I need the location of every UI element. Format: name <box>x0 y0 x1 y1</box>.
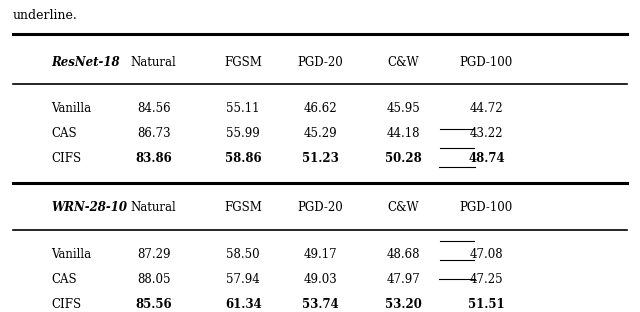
Text: 49.03: 49.03 <box>303 273 337 286</box>
Text: 58.86: 58.86 <box>225 152 262 165</box>
Text: 48.68: 48.68 <box>387 248 420 261</box>
Text: Vanilla: Vanilla <box>51 248 92 261</box>
Text: 57.94: 57.94 <box>227 273 260 286</box>
Text: ResNet-18: ResNet-18 <box>51 56 120 69</box>
Text: 84.56: 84.56 <box>137 102 170 115</box>
Text: PGD-20: PGD-20 <box>297 56 343 69</box>
Text: CAS: CAS <box>51 127 77 140</box>
Text: 55.99: 55.99 <box>227 127 260 140</box>
Text: 86.73: 86.73 <box>137 127 170 140</box>
Text: Natural: Natural <box>131 202 177 214</box>
Text: CIFS: CIFS <box>51 298 81 311</box>
Text: 61.34: 61.34 <box>225 298 262 311</box>
Text: 87.29: 87.29 <box>137 248 170 261</box>
Text: 47.97: 47.97 <box>387 273 420 286</box>
Text: CIFS: CIFS <box>51 152 81 165</box>
Text: 83.86: 83.86 <box>135 152 172 165</box>
Text: C&W: C&W <box>387 202 419 214</box>
Text: underline.: underline. <box>13 9 77 22</box>
Text: PGD-20: PGD-20 <box>297 202 343 214</box>
Text: 48.74: 48.74 <box>468 152 505 165</box>
Text: 88.05: 88.05 <box>137 273 170 286</box>
Text: 51.23: 51.23 <box>301 152 339 165</box>
Text: 50.28: 50.28 <box>385 152 422 165</box>
Text: Natural: Natural <box>131 56 177 69</box>
Text: 58.50: 58.50 <box>227 248 260 261</box>
Text: 45.29: 45.29 <box>303 127 337 140</box>
Text: C&W: C&W <box>387 56 419 69</box>
Text: 53.20: 53.20 <box>385 298 422 311</box>
Text: 51.51: 51.51 <box>468 298 505 311</box>
Text: PGD-100: PGD-100 <box>460 56 513 69</box>
Text: PGD-100: PGD-100 <box>460 202 513 214</box>
Text: 53.74: 53.74 <box>301 298 339 311</box>
Text: FGSM: FGSM <box>224 56 262 69</box>
Text: 47.25: 47.25 <box>470 273 503 286</box>
Text: FGSM: FGSM <box>224 202 262 214</box>
Text: 85.56: 85.56 <box>135 298 172 311</box>
Text: 45.95: 45.95 <box>387 102 420 115</box>
Text: WRN-28-10: WRN-28-10 <box>51 202 127 214</box>
Text: 46.62: 46.62 <box>303 102 337 115</box>
Text: 44.18: 44.18 <box>387 127 420 140</box>
Text: Vanilla: Vanilla <box>51 102 92 115</box>
Text: 55.11: 55.11 <box>227 102 260 115</box>
Text: CAS: CAS <box>51 273 77 286</box>
Text: 47.08: 47.08 <box>470 248 503 261</box>
Text: 44.72: 44.72 <box>470 102 503 115</box>
Text: 43.22: 43.22 <box>470 127 503 140</box>
Text: 49.17: 49.17 <box>303 248 337 261</box>
